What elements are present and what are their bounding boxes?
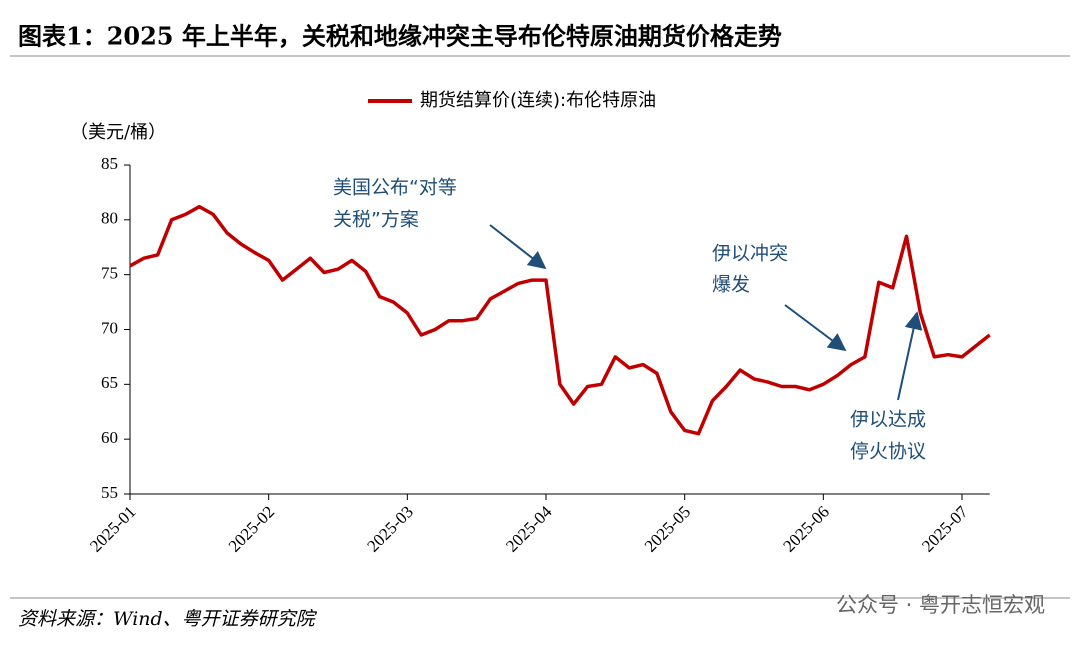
legend-label: 期货结算价(连续):布伦特原油 (420, 90, 656, 111)
chart-title: 图表1：2025 年上半年，关税和地缘冲突主导布伦特原油期货价格走势 (18, 22, 782, 51)
annotation-arrow (897, 311, 923, 401)
annotation: 停火协议 (850, 441, 926, 463)
annotation: 关税”方案 (333, 209, 419, 231)
y-tick-label: 85 (101, 154, 118, 173)
x-tick-label: 2025-07 (918, 502, 972, 556)
annotation: 美国公布“对等 (333, 177, 457, 199)
x-tick-label: 2025-05 (641, 502, 695, 556)
source: 资料来源：Wind、粤开证券研究院 (18, 608, 318, 630)
y-tick-label: 70 (101, 318, 118, 337)
y-tick-label: 65 (101, 373, 118, 392)
annotation-arrow (784, 304, 847, 352)
x-tick-label: 2025-06 (779, 502, 833, 556)
series-line (129, 204, 991, 436)
y-tick-label: 75 (101, 264, 118, 283)
annotation: 伊以冲突 (712, 243, 788, 265)
watermark: 公众号 · 粤开志恒宏观 (836, 593, 1045, 617)
y-tick-label: 60 (101, 428, 118, 447)
y-axis-label: （美元/桶） (70, 122, 166, 143)
y-tick-label: 80 (101, 209, 118, 228)
y-tick-label: 55 (101, 483, 118, 502)
annotation: 爆发 (712, 274, 750, 296)
x-tick-label: 2025-03 (363, 502, 417, 556)
x-tick-label: 2025-02 (225, 502, 279, 556)
x-tick-label: 2025-04 (502, 502, 556, 556)
annotation-arrow (489, 224, 547, 270)
annotation: 伊以达成 (850, 409, 926, 431)
x-tick-label: 2025-01 (86, 502, 140, 556)
